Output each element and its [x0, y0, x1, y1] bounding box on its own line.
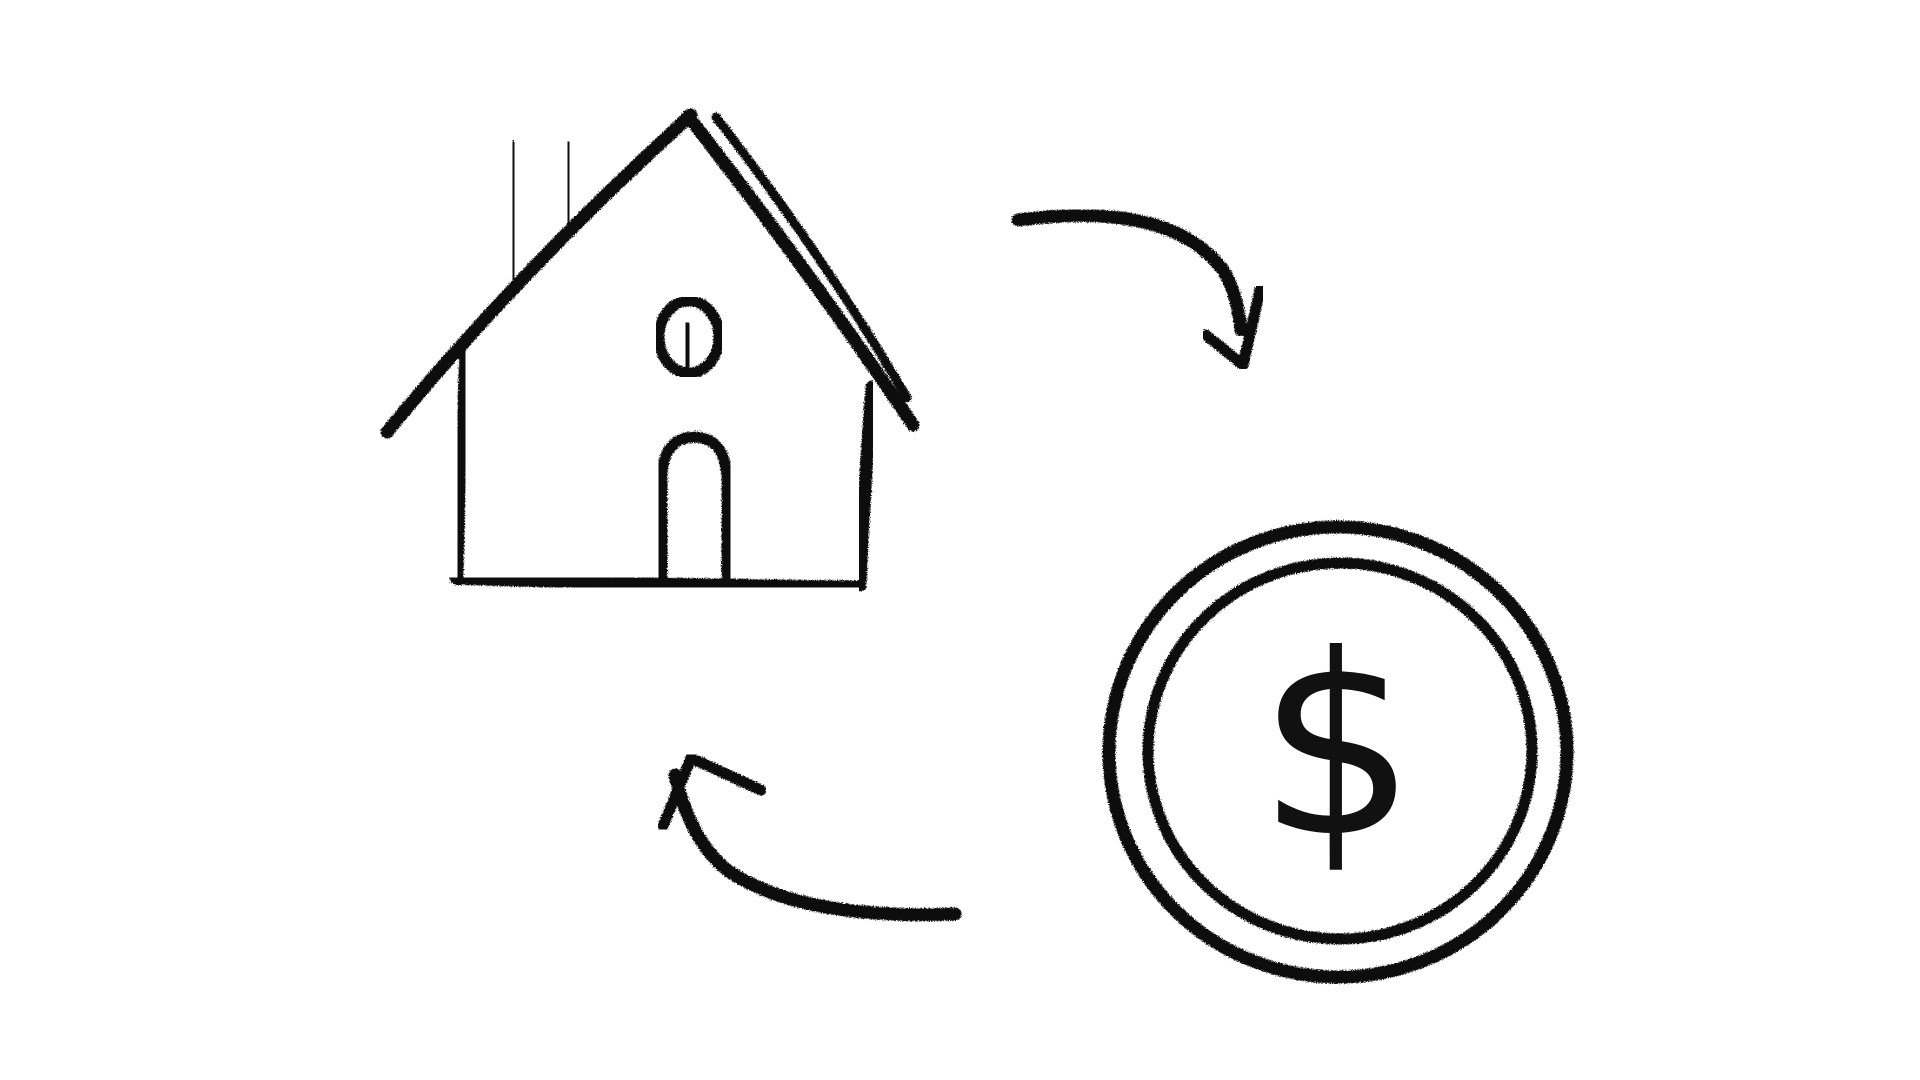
chimney-left-wall — [507, 140, 520, 280]
roof-right-slope — [681, 109, 920, 432]
curved-arrow-right-down-icon — [1011, 209, 1266, 371]
house-floor — [449, 571, 867, 594]
coin-outer-ring — [1102, 520, 1574, 984]
ink-group: $ — [380, 108, 1574, 984]
coin-icon: $ — [1102, 520, 1574, 984]
arched-door-icon — [656, 431, 733, 583]
chimney-right-wall — [562, 140, 575, 234]
house-left-wall — [452, 341, 471, 586]
roof-right-double-line — [711, 112, 912, 403]
curved-arrow-left-up-icon — [657, 752, 962, 922]
arrow-top-shaft — [1011, 209, 1248, 337]
arrow-top-head — [1200, 284, 1266, 371]
dollar-sign-icon: $ — [1257, 601, 1416, 892]
arrow-bottom-shaft — [668, 768, 962, 922]
chimney-icon — [502, 136, 575, 280]
coin-inner-ring — [1142, 557, 1538, 945]
arrow-bottom-head — [657, 752, 767, 832]
window-cross-vertical — [681, 320, 694, 373]
house-right-wall — [853, 380, 879, 592]
house-icon — [380, 108, 920, 594]
roof-left-slope — [380, 108, 698, 439]
round-window-icon — [653, 295, 725, 379]
